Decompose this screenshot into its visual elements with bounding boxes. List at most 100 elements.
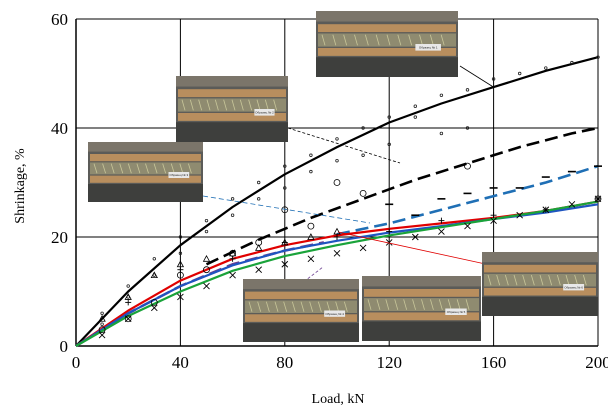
data-point-dot-6 [257,197,261,201]
data-point-cross-16 [516,211,524,219]
data-point-cross-17 [542,206,550,214]
specimen-photos: Образец № 1 Образец № 2 Образец № 3 Образец… [88,11,598,342]
data-point-circle-0 [98,326,106,334]
data-point-plus-3 [281,239,288,246]
data-point-dot-7 [283,186,287,190]
specimen-photo-caption-4: Образец № 4 [325,312,344,316]
data-point-plus-7 [490,212,497,219]
data-point-dot-10 [361,126,365,130]
specimen-photo-caption-5: Образец № 5 [447,310,466,314]
data-point-cross-18 [568,200,576,208]
specimen-photo-caption-2: Образец № 2 [255,111,274,115]
data-point-cross-3 [177,293,184,301]
data-point-dot-8 [309,169,313,174]
data-point-dot-16 [518,71,522,76]
data-point-cross-1 [124,315,132,323]
data-point-dot-14 [465,126,470,130]
specimen-photo-4: Образец № 4 [243,279,359,342]
data-point-dot-8 [309,153,313,157]
data-point-cross-9 [333,250,341,257]
data-point-dot-10 [361,153,365,157]
leader-line-2 [202,195,371,224]
data-point-dot-9 [335,158,339,163]
data-point-triangle-4 [202,254,211,262]
data-point-cross-7 [281,260,289,268]
x-tick-label-3: 120 [376,353,402,372]
data-point-circle-10 [359,189,367,197]
y-tick-label-3: 60 [51,10,68,29]
y-tick-label-2: 40 [51,119,68,138]
data-point-dot-11 [387,142,391,147]
data-point-cross-0 [98,331,106,339]
data-point-dot-12 [413,115,417,119]
data-point-plus-4 [334,234,340,240]
specimen-photo-caption-6: Образец № 6 [564,285,583,289]
data-point-circle-7 [281,206,289,214]
data-point-circle-4 [203,266,210,274]
data-point-dot-18 [570,60,574,65]
data-point-circle-8 [307,222,315,230]
data-point-cross-5 [229,271,236,279]
y-tick-label-0: 0 [60,337,69,356]
data-point-circle-9 [333,179,341,186]
point-series-6 [98,195,602,339]
data-point-cross-11 [385,239,393,246]
data-point-plus-1 [177,266,184,273]
leader-line-3 [337,231,491,266]
x-tick-label-0: 0 [72,353,81,372]
data-point-cross-14 [464,222,471,230]
data-point-triangle-2 [150,271,158,279]
data-point-cross-6 [255,266,263,274]
x-axis-title: Load, kN [312,392,365,407]
data-point-dot-14 [465,88,470,92]
fit-curve-1 [205,126,599,266]
data-point-plus-5 [386,228,393,235]
data-point-dot-17 [544,66,548,70]
data-point-dot-11 [387,115,391,119]
data-point-dot-0 [100,322,104,326]
data-point-cross-8 [307,255,315,263]
specimen-photo-caption-3: Образец № 3 [170,173,189,177]
data-point-plus-2 [229,255,236,262]
data-point-dot-7 [283,164,287,168]
point-series-2 [98,162,602,334]
data-point-circle-2 [150,298,158,306]
data-point-circle-1 [124,315,132,323]
data-point-dot-5 [230,213,235,217]
specimen-photo-5: Образец № 5 [362,276,481,341]
leader-line-0 [459,65,494,88]
data-point-cross-19 [594,195,602,203]
data-point-cross-12 [411,233,419,241]
data-point-dot-4 [204,229,209,234]
data-point-dot-5 [230,197,235,201]
tick-labels: 0 40 80 120 160 200 0 20 40 60 [51,10,608,372]
data-point-dot-15 [491,77,496,81]
data-point-circle-11 [464,162,471,170]
fit-curve-0 [75,56,599,347]
data-point-dot-13 [439,93,444,97]
data-point-dot-2 [152,257,156,261]
data-point-cross-2 [150,304,158,312]
data-point-triangle-8 [307,233,315,240]
data-point-dot-12 [413,104,417,108]
data-point-dot-19 [596,55,600,59]
fit-curve-2 [336,164,599,236]
data-point-dot-1 [126,284,130,288]
data-point-plus-0 [125,299,132,306]
data-point-dot-0 [100,311,104,315]
data-point-triangle-0 [98,314,106,322]
specimen-photo-1: Образец № 1 [316,11,458,77]
data-point-cross-15 [490,217,497,224]
x-tick-label-5: 200 [585,353,608,372]
point-series-4 [385,165,602,216]
x-tick-label-2: 80 [276,353,293,372]
photo-leader-lines [202,65,494,301]
x-tick-label-1: 40 [172,353,189,372]
x-tick-label-4: 160 [481,353,507,372]
specimen-photo-caption-1: Образец № 1 [419,46,438,50]
data-point-cross-4 [203,282,210,290]
data-point-dot-13 [439,131,444,136]
fit-curve-6 [75,200,599,347]
data-point-dot-6 [257,180,261,185]
